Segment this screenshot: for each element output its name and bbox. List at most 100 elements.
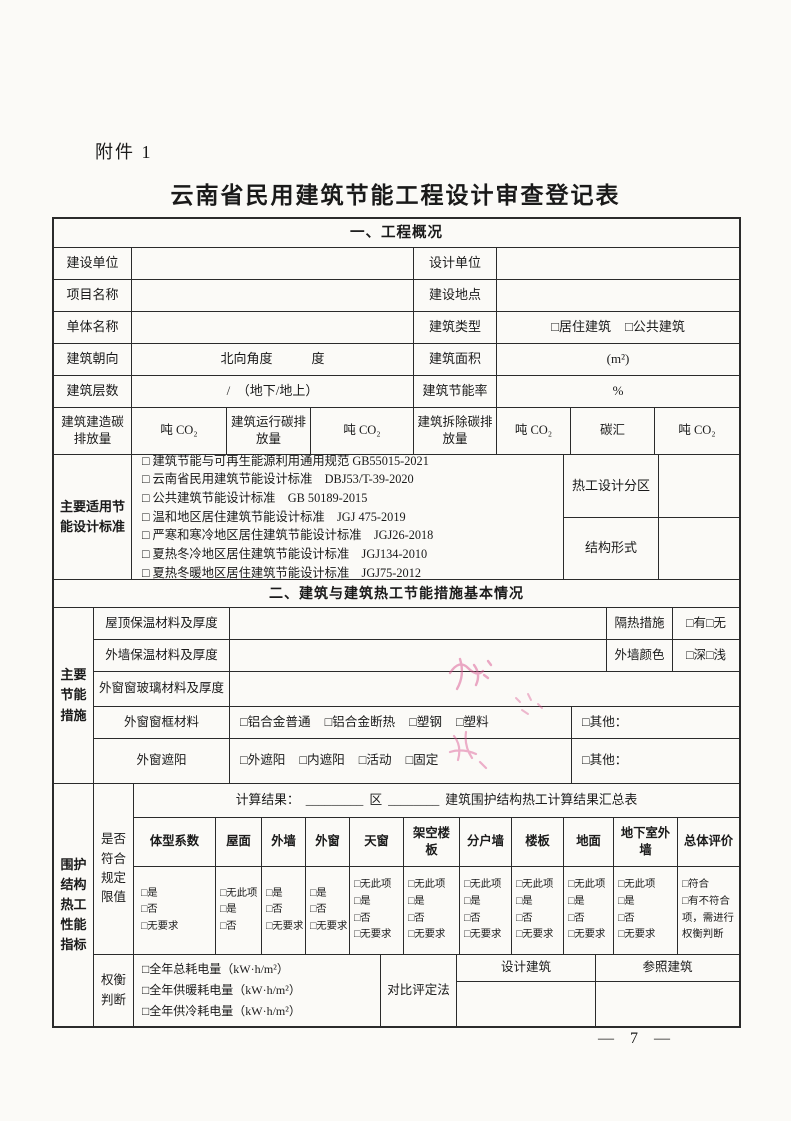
checkbox-option[interactable]: □无此项	[354, 879, 392, 891]
checkbox-total-annual-consumption[interactable]: □全年总耗电量（kW·h/m²）	[142, 962, 289, 976]
checkbox-option[interactable]: □无此项	[220, 887, 258, 899]
window-glass-value[interactable]	[230, 672, 739, 706]
checkbox-option[interactable]: □无要求	[141, 920, 179, 932]
building-unit-name-value[interactable]	[132, 312, 414, 343]
partition-wall-options: □无此项 □是 □否 □无要求	[460, 867, 512, 954]
construction-unit-value[interactable]	[132, 248, 414, 279]
checkbox-shading-fixed[interactable]: □固定	[405, 753, 439, 768]
checkbox-standard-gb55015[interactable]: □ 建筑节能与可再生能源利用通用规范 GB55015-2021	[142, 453, 429, 468]
checkbox-option[interactable]: □无要求	[464, 929, 502, 941]
checkbox-option[interactable]: □是	[141, 887, 158, 899]
checkbox-option[interactable]: □否	[464, 912, 481, 924]
checkbox-frame-aluminium[interactable]: □铝合金普通	[240, 714, 311, 729]
checkbox-option[interactable]: □无要求	[310, 920, 348, 932]
checkbox-option[interactable]: □符合	[682, 879, 710, 891]
checkbox-option[interactable]: □无要求	[618, 929, 656, 941]
checkbox-option[interactable]: □否	[310, 904, 327, 916]
window-shading-row: 外窗遮阳 □外遮阳 □内遮阳 □活动 □固定 □其他：	[94, 739, 739, 783]
building-orientation-value[interactable]: 北向角度 度	[132, 344, 414, 375]
checkbox-option[interactable]: □是	[516, 895, 533, 907]
checkbox-frame-upvc-steel[interactable]: □塑钢	[409, 714, 442, 729]
checkbox-frame-thermal-break[interactable]: □铝合金断热	[324, 714, 396, 729]
checkbox-heating-consumption[interactable]: □全年供暖耗电量（kW·h/m²）	[142, 983, 301, 997]
checkbox-option[interactable]: □否	[354, 912, 371, 924]
checkbox-option[interactable]: □是	[408, 895, 425, 907]
checkbox-insulation-no[interactable]: □无	[706, 615, 727, 630]
checkbox-standard-jgj134[interactable]: □ 夏热冬冷地区居住建筑节能设计标准 JGJ134-2010	[142, 547, 428, 562]
window-frame-other[interactable]: □其他：	[582, 714, 628, 729]
checkbox-residential-building[interactable]: □居住建筑	[551, 319, 611, 335]
checkbox-option[interactable]: □否	[618, 912, 635, 924]
checkbox-shading-external[interactable]: □外遮阳	[240, 753, 286, 768]
col-exterior-wall: 外墙	[262, 818, 306, 866]
calc-zone-blank[interactable]: _________	[305, 792, 364, 807]
checkbox-option[interactable]: □无要求	[354, 929, 392, 941]
project-name-value[interactable]	[132, 280, 414, 311]
checkbox-option[interactable]: □否	[408, 912, 425, 924]
checkbox-option[interactable]: □无此项	[464, 879, 502, 891]
checkbox-option[interactable]: □否	[141, 904, 158, 916]
thermal-design-zone-value[interactable]	[659, 455, 739, 517]
checkbox-cooling-consumption[interactable]: □全年供冷耗电量（kW·h/m²）	[142, 1004, 301, 1018]
checkbox-option[interactable]: □是	[618, 895, 635, 907]
checkbox-insulation-yes[interactable]: □有	[685, 615, 706, 630]
checkbox-standard-dbj53[interactable]: □ 云南省民用建筑节能设计标准 DBJ53/T-39-2020	[142, 472, 414, 487]
roof-insulation-value[interactable]	[230, 608, 607, 639]
thermal-design-zone-label: 热工设计分区	[564, 455, 659, 517]
checkbox-shading-movable[interactable]: □活动	[358, 753, 392, 768]
window-shading-other[interactable]: □其他：	[582, 753, 628, 768]
checkbox-option[interactable]: □否	[568, 912, 585, 924]
checkbox-option[interactable]: □是	[354, 895, 371, 907]
checkbox-option[interactable]: □无此项	[618, 879, 656, 891]
checkbox-option[interactable]: □无要求	[516, 929, 554, 941]
building-floors-value[interactable]: / （地下/地上）	[132, 376, 414, 407]
checkbox-shading-internal[interactable]: □内遮阳	[299, 753, 345, 768]
energy-saving-rate-value[interactable]: %	[612, 383, 624, 399]
carbon-sink-unit[interactable]: 吨 CO₂	[678, 423, 716, 438]
checkbox-option[interactable]: □有不符合项，需进行权衡判断	[682, 895, 734, 941]
checkbox-standard-jgj75[interactable]: □ 夏热冬暖地区居住建筑节能设计标准 JGJ75-2012	[142, 565, 421, 580]
checkbox-option[interactable]: □无此项	[516, 879, 554, 891]
construction-site-value[interactable]	[497, 280, 739, 311]
attachment-label: 附件 1	[95, 142, 153, 162]
checkbox-standard-gb50189[interactable]: □ 公共建筑节能设计标准 GB 50189-2015	[142, 490, 368, 505]
checkbox-option[interactable]: □是	[266, 887, 283, 899]
checkbox-option[interactable]: □是	[310, 887, 327, 899]
window-frame-options: □铝合金普通 □铝合金断热 □塑钢 □塑料	[230, 707, 572, 738]
checkbox-option[interactable]: □是	[568, 895, 585, 907]
design-building-value[interactable]	[457, 982, 596, 1026]
checkbox-option[interactable]: □是	[464, 895, 481, 907]
checkbox-option[interactable]: □无要求	[266, 920, 304, 932]
roof-insulation-label: 屋顶保温材料及厚度	[94, 608, 230, 639]
checkbox-option[interactable]: □无要求	[568, 929, 606, 941]
checkbox-standard-jgj26[interactable]: □ 严寒和寒冷地区居住建筑节能设计标准 JGJ26-2018	[142, 528, 434, 543]
col-overall-evaluation: 总体评价	[683, 834, 734, 849]
window-frame-row: 外窗窗框材料 □铝合金普通 □铝合金断热 □塑钢 □塑料 □其他：	[94, 707, 739, 739]
checkbox-option[interactable]: □否	[516, 912, 533, 924]
window-glass-label: 外窗窗玻璃材料及厚度	[94, 672, 230, 706]
checkbox-wall-color-dark[interactable]: □深	[685, 647, 706, 662]
checkbox-standard-jgj475[interactable]: □ 温和地区居住建筑节能设计标准 JGJ 475-2019	[142, 509, 406, 524]
checkbox-option[interactable]: □无此项	[568, 879, 606, 891]
wall-insulation-value[interactable]	[230, 640, 607, 671]
envelope-checkbox-row: □是 □否 □无要求 □无此项 □是 □否 □是 □否	[134, 867, 739, 954]
design-unit-value[interactable]	[497, 248, 739, 279]
construction-carbon-unit[interactable]: 吨 CO₂	[132, 408, 227, 454]
checkbox-option[interactable]: □无要求	[408, 929, 446, 941]
structure-type-value[interactable]	[659, 518, 739, 579]
checkbox-frame-plastic[interactable]: □塑料	[455, 714, 489, 729]
col-skylight: 天窗	[350, 818, 404, 866]
checkbox-wall-color-light[interactable]: □浅	[706, 647, 727, 662]
reference-building-value[interactable]	[596, 982, 739, 1026]
checkbox-option[interactable]: □是	[220, 904, 237, 916]
checkbox-option[interactable]: □否	[266, 904, 283, 916]
building-area-value[interactable]: (m²)	[606, 351, 630, 367]
checkbox-option[interactable]: □无此项	[408, 879, 446, 891]
checkbox-public-building[interactable]: □公共建筑	[625, 319, 685, 335]
calc-name-blank[interactable]: ________	[388, 792, 440, 807]
demolition-carbon-unit[interactable]: 吨 CO₂	[497, 408, 571, 454]
exterior-window-options: □是 □否 □无要求	[306, 867, 350, 954]
checkbox-option[interactable]: □否	[220, 920, 237, 932]
operation-carbon-unit[interactable]: 吨 CO₂	[311, 408, 414, 454]
